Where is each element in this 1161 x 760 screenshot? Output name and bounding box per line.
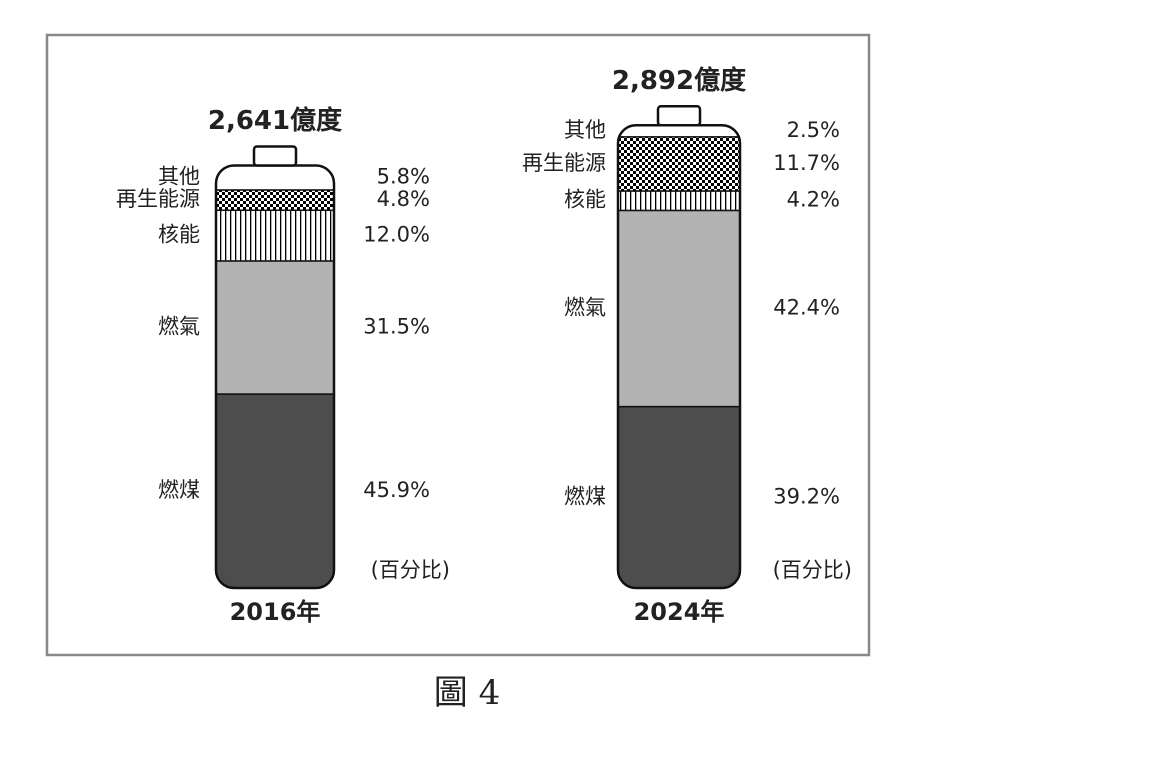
- series-label: 再生能源: [116, 187, 200, 211]
- value-label: 42.4%: [773, 296, 840, 320]
- segment: [618, 136, 740, 192]
- segment: [618, 405, 740, 588]
- value-label: 31.5%: [363, 314, 430, 338]
- series-label: 燃煤: [158, 478, 200, 502]
- segment: [618, 125, 740, 138]
- x-tick-label: 2016年: [230, 598, 321, 626]
- series-label: 燃氣: [564, 296, 606, 320]
- series-label: 核能: [564, 188, 606, 212]
- value-label: 2.5%: [787, 118, 840, 142]
- segment: [618, 209, 740, 408]
- total-label: 2,641億度: [208, 105, 342, 136]
- value-label: 45.9%: [363, 478, 430, 502]
- battery: [216, 165, 334, 588]
- segment: [216, 260, 334, 395]
- segment: [216, 165, 334, 191]
- series-label: 其他: [564, 118, 606, 142]
- segment: [216, 209, 334, 262]
- unit-label: (百分比): [773, 558, 852, 582]
- series-label: 核能: [158, 223, 200, 247]
- value-label: 5.8%: [377, 165, 430, 189]
- caption: 圖 4: [434, 673, 500, 713]
- value-label: 11.7%: [773, 151, 840, 175]
- x-tick-label: 2024年: [634, 598, 725, 626]
- segment: [216, 189, 334, 211]
- value-label: 39.2%: [773, 484, 840, 508]
- value-label: 12.0%: [363, 223, 430, 247]
- series-label: 燃氣: [158, 314, 200, 338]
- battery-cap: [252, 145, 298, 167]
- series-label: 其他: [158, 165, 200, 189]
- battery-cap: [656, 105, 702, 127]
- segment: [618, 190, 740, 212]
- segment: [216, 393, 334, 588]
- value-label: 4.2%: [787, 188, 840, 212]
- battery: [618, 125, 740, 588]
- unit-label: (百分比): [371, 558, 450, 582]
- total-label: 2,892億度: [612, 65, 746, 96]
- series-label: 再生能源: [522, 151, 606, 175]
- series-label: 燃煤: [564, 484, 606, 508]
- value-label: 4.8%: [377, 187, 430, 211]
- frame: [45, 33, 871, 657]
